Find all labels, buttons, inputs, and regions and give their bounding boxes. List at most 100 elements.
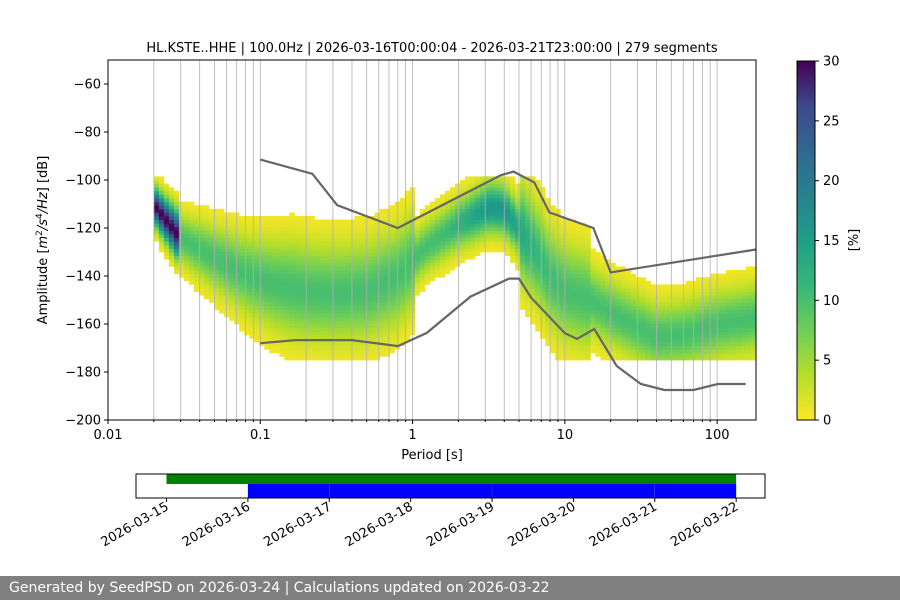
heatmap-cell	[329, 277, 335, 282]
heatmap-cell	[249, 324, 255, 328]
x-tick-label: 0.01	[94, 428, 123, 443]
heatmap-cell	[389, 205, 396, 210]
heatmap-cell	[590, 338, 596, 343]
heatmap-cell	[399, 255, 406, 260]
heatmap-cell	[660, 345, 667, 350]
heatmap-cell	[545, 291, 551, 296]
heatmap-cell	[449, 201, 456, 206]
heatmap-cell	[389, 338, 396, 343]
heatmap-cell	[740, 273, 747, 278]
heatmap-cell	[379, 298, 386, 303]
heatmap-cell	[153, 187, 160, 192]
heatmap-cell	[404, 331, 411, 336]
heatmap-cell	[399, 313, 406, 318]
heatmap-cell	[419, 216, 426, 220]
heatmap-cell	[294, 295, 300, 300]
heatmap-cell	[745, 349, 752, 354]
heatmap-cell	[495, 244, 501, 249]
heatmap-cell	[284, 288, 290, 292]
heatmap-cell	[575, 327, 581, 332]
heatmap-cell	[439, 198, 446, 202]
heatmap-cell	[284, 295, 290, 300]
heatmap-cell	[309, 230, 315, 235]
heatmap-cell	[600, 352, 606, 357]
heatmap-cell	[269, 280, 275, 285]
heatmap-cell	[615, 313, 621, 318]
heatmap-cell	[550, 234, 556, 238]
heatmap-cell	[580, 345, 586, 350]
heatmap-cell	[163, 183, 170, 188]
heatmap-cell	[590, 284, 596, 289]
heatmap-cell	[389, 306, 396, 310]
heatmap-cell	[344, 241, 350, 246]
heatmap-cell	[525, 212, 531, 217]
heatmap-cell	[525, 205, 531, 210]
heatmap-cell	[183, 201, 190, 206]
heatmap-cell	[620, 352, 626, 357]
heatmap-cell	[469, 230, 476, 235]
heatmap-cell	[480, 212, 486, 217]
heatmap-cell	[334, 230, 340, 235]
colorbar-tick-label: 20	[823, 174, 840, 189]
heatmap-cell	[565, 270, 571, 274]
heatmap-cell	[329, 291, 335, 296]
heatmap-cell	[600, 295, 606, 300]
heatmap-cell	[510, 176, 516, 181]
heatmap-cell	[284, 219, 290, 224]
heatmap-cell	[188, 205, 195, 210]
heatmap-cell	[374, 345, 381, 350]
heatmap-cell	[429, 241, 436, 246]
heatmap-cell	[299, 288, 305, 292]
heatmap-cell	[389, 212, 396, 217]
heatmap-cell	[595, 309, 601, 314]
heatmap-cell	[304, 277, 310, 282]
heatmap-cell	[480, 201, 486, 206]
heatmap-cell	[675, 309, 682, 314]
heatmap-cell	[414, 277, 421, 282]
heatmap-cell	[730, 284, 737, 289]
heatmap-cell	[329, 324, 335, 328]
heatmap-cell	[515, 201, 521, 206]
heatmap-cell	[244, 302, 250, 307]
heatmap-cell	[314, 298, 320, 303]
heatmap-cell	[324, 277, 330, 282]
heatmap-cell	[474, 183, 481, 188]
psd-segment-bar	[329, 484, 492, 498]
heatmap-cell	[163, 230, 170, 235]
heatmap-cell	[615, 288, 621, 292]
heatmap-cell	[324, 316, 330, 321]
heatmap-cell	[384, 219, 391, 224]
heatmap-cell	[585, 298, 591, 303]
heatmap-cell	[645, 320, 652, 325]
heatmap-cell	[344, 345, 350, 350]
heatmap-cell	[364, 266, 371, 271]
heatmap-cell	[630, 356, 636, 361]
heatmap-cell	[565, 273, 571, 278]
heatmap-cell	[525, 302, 531, 307]
heatmap-cell	[399, 338, 406, 343]
heatmap-cell	[168, 259, 175, 264]
heatmap-cell	[399, 273, 406, 278]
heatmap-cell	[705, 345, 712, 350]
heatmap-cell	[254, 277, 260, 282]
heatmap-cell	[399, 198, 406, 202]
heatmap-cell	[660, 288, 667, 292]
heatmap-cell	[334, 302, 340, 307]
heatmap-cell	[745, 284, 752, 289]
heatmap-cell	[269, 327, 275, 332]
heatmap-cell	[364, 280, 371, 285]
heatmap-cell	[670, 291, 677, 296]
heatmap-cell	[359, 262, 365, 267]
heatmap-cell	[259, 266, 265, 271]
heatmap-cell	[173, 237, 180, 242]
heatmap-cell	[359, 280, 365, 285]
heatmap-cell	[454, 205, 461, 210]
heatmap-cell	[153, 226, 160, 231]
heatmap-cell	[695, 356, 702, 361]
heatmap-cell	[389, 349, 396, 354]
heatmap-cell	[545, 302, 551, 307]
heatmap-cell	[219, 216, 225, 220]
heatmap-cell	[168, 244, 175, 249]
heatmap-cell	[615, 334, 621, 339]
heatmap-cell	[500, 205, 506, 210]
